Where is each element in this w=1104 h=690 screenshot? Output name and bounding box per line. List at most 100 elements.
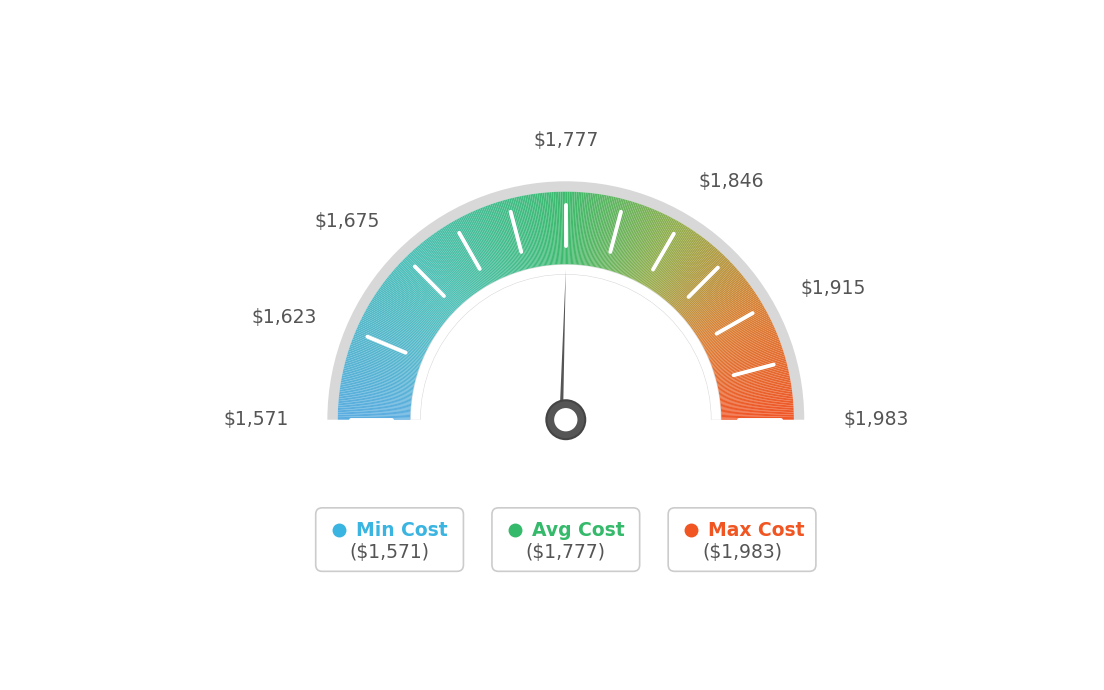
Wedge shape <box>611 201 633 271</box>
Wedge shape <box>696 295 757 335</box>
Wedge shape <box>617 204 643 273</box>
Wedge shape <box>411 265 721 420</box>
Text: $1,571: $1,571 <box>223 411 288 429</box>
Wedge shape <box>550 192 556 264</box>
FancyBboxPatch shape <box>668 508 816 571</box>
Wedge shape <box>720 386 792 398</box>
Wedge shape <box>571 192 575 264</box>
Wedge shape <box>518 197 534 268</box>
Wedge shape <box>382 283 442 327</box>
Wedge shape <box>721 418 794 420</box>
Wedge shape <box>414 248 463 304</box>
Wedge shape <box>701 307 765 344</box>
Wedge shape <box>588 194 602 266</box>
Wedge shape <box>361 318 427 351</box>
Wedge shape <box>406 256 457 309</box>
Wedge shape <box>386 277 445 324</box>
Wedge shape <box>672 253 723 307</box>
Wedge shape <box>523 195 538 267</box>
Wedge shape <box>585 193 596 266</box>
Wedge shape <box>379 288 438 331</box>
Wedge shape <box>343 370 414 387</box>
Wedge shape <box>338 407 411 413</box>
Wedge shape <box>668 248 716 303</box>
Wedge shape <box>383 282 443 326</box>
Wedge shape <box>390 273 447 321</box>
Wedge shape <box>352 337 421 365</box>
Wedge shape <box>597 197 614 268</box>
Wedge shape <box>687 276 744 322</box>
Wedge shape <box>721 409 794 413</box>
Wedge shape <box>397 265 452 315</box>
Wedge shape <box>457 218 493 283</box>
Wedge shape <box>362 315 428 349</box>
Wedge shape <box>612 201 635 271</box>
Text: $1,675: $1,675 <box>315 213 380 231</box>
Wedge shape <box>343 366 415 384</box>
Wedge shape <box>594 195 608 267</box>
Wedge shape <box>370 302 433 341</box>
Wedge shape <box>368 305 432 343</box>
Wedge shape <box>697 296 758 337</box>
Wedge shape <box>351 341 420 367</box>
Wedge shape <box>340 382 413 395</box>
Wedge shape <box>426 239 471 297</box>
Wedge shape <box>670 251 721 306</box>
Wedge shape <box>569 192 571 264</box>
Wedge shape <box>425 239 470 297</box>
Wedge shape <box>608 200 629 270</box>
Wedge shape <box>696 293 756 335</box>
Wedge shape <box>467 213 500 279</box>
Wedge shape <box>718 372 789 388</box>
Wedge shape <box>721 395 793 404</box>
Wedge shape <box>678 261 731 313</box>
Wedge shape <box>688 279 746 324</box>
Wedge shape <box>684 272 741 319</box>
Wedge shape <box>530 194 543 266</box>
Wedge shape <box>338 404 411 410</box>
Wedge shape <box>692 287 753 331</box>
Wedge shape <box>440 228 481 290</box>
Wedge shape <box>567 192 570 264</box>
Wedge shape <box>607 199 628 270</box>
Wedge shape <box>555 192 560 264</box>
Wedge shape <box>721 416 794 419</box>
Wedge shape <box>635 216 669 281</box>
Wedge shape <box>350 344 420 369</box>
Wedge shape <box>676 259 729 310</box>
Wedge shape <box>587 194 599 266</box>
Wedge shape <box>416 246 465 302</box>
Wedge shape <box>615 204 639 273</box>
Wedge shape <box>359 323 425 355</box>
Wedge shape <box>385 279 444 324</box>
Wedge shape <box>338 413 411 416</box>
Wedge shape <box>433 233 477 293</box>
Wedge shape <box>341 380 413 394</box>
Wedge shape <box>520 196 535 268</box>
Circle shape <box>546 400 585 439</box>
Wedge shape <box>499 201 521 271</box>
Wedge shape <box>421 243 468 300</box>
Wedge shape <box>681 266 735 316</box>
Wedge shape <box>464 215 498 281</box>
Wedge shape <box>369 304 432 342</box>
Wedge shape <box>629 212 661 279</box>
Wedge shape <box>404 257 457 310</box>
Wedge shape <box>658 236 703 295</box>
Wedge shape <box>376 292 437 333</box>
Wedge shape <box>705 321 772 353</box>
Wedge shape <box>648 226 688 288</box>
Wedge shape <box>584 193 594 266</box>
Wedge shape <box>678 262 732 313</box>
Wedge shape <box>721 404 794 410</box>
Wedge shape <box>375 293 436 335</box>
Wedge shape <box>694 292 755 333</box>
Wedge shape <box>427 237 473 296</box>
Wedge shape <box>575 192 582 264</box>
Wedge shape <box>721 415 794 417</box>
Wedge shape <box>625 209 655 277</box>
Wedge shape <box>371 299 434 339</box>
Wedge shape <box>343 368 414 386</box>
Wedge shape <box>373 296 435 337</box>
Wedge shape <box>453 221 490 285</box>
